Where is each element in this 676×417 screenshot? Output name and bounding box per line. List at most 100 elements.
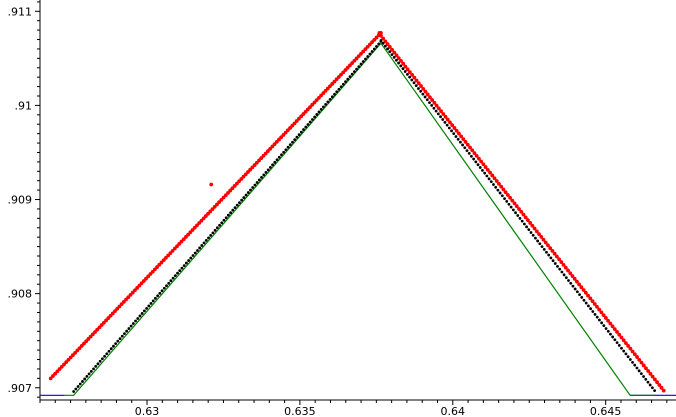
- black-data-point: [551, 259, 555, 263]
- black-data-point: [304, 125, 308, 129]
- red-data-point: [510, 198, 515, 203]
- red-data-point: [430, 98, 435, 102]
- black-data-point: [564, 276, 568, 280]
- black-data-point: [138, 314, 142, 318]
- red-data-point: [505, 193, 510, 197]
- black-data-point: [224, 216, 228, 220]
- red-data-point: [405, 67, 410, 72]
- black-data-point: [226, 213, 230, 217]
- red-data-point: [481, 162, 486, 167]
- tick-labels: 0.63 0.635 0.64 0.645 .907 .908 .909 .91 .911: [8, 5, 622, 417]
- black-data-point: [542, 248, 546, 251]
- black-data-point: [432, 106, 436, 110]
- black-data-point: [268, 165, 272, 169]
- black-data-point: [295, 135, 299, 139]
- red-data-point: [523, 215, 528, 220]
- red-data-point: [396, 56, 401, 61]
- black-data-point: [154, 296, 157, 300]
- red-data-point: [617, 332, 622, 337]
- black-data-point: [103, 354, 106, 358]
- black-data-point: [264, 170, 268, 174]
- red-data-point: [410, 72, 415, 77]
- black-data-point: [171, 276, 175, 280]
- black-data-point: [536, 239, 540, 243]
- red-data-point: [599, 310, 604, 315]
- black-data-point: [637, 369, 641, 373]
- black-data-point: [359, 62, 363, 66]
- black-data-point: [136, 317, 140, 320]
- black-data-point: [556, 264, 559, 268]
- black-data-point: [604, 327, 608, 330]
- black-data-point: [489, 180, 493, 184]
- black-data-point: [326, 100, 330, 104]
- red-data-point: [512, 201, 517, 206]
- black-data-point: [211, 231, 215, 235]
- red-data-point: [407, 70, 412, 74]
- black-data-point: [613, 338, 617, 342]
- black-data-point: [83, 377, 87, 381]
- black-data-point: [196, 249, 199, 252]
- black-data-point: [445, 123, 449, 127]
- black-data-point: [167, 281, 171, 285]
- black-data-point: [580, 296, 584, 299]
- black-data-point: [322, 105, 325, 109]
- black-data-point: [127, 327, 131, 330]
- black-data-point: [182, 264, 186, 267]
- red-data-point: [543, 240, 548, 245]
- black-data-point: [372, 47, 376, 51]
- black-data-point: [600, 321, 604, 325]
- black-data-point: [653, 389, 656, 392]
- black-data-point: [518, 216, 522, 220]
- black-data-point: [602, 324, 606, 328]
- red-data-point: [570, 274, 575, 278]
- red-data-point: [530, 223, 535, 228]
- black-data-point: [140, 312, 144, 315]
- black-data-point: [598, 318, 601, 322]
- red-data-point: [652, 377, 657, 382]
- red-data-point: [615, 330, 619, 334]
- black-data-point: [631, 360, 634, 364]
- red-data-point: [612, 327, 617, 332]
- black-data-point: [366, 55, 370, 58]
- black-data-point: [622, 349, 626, 353]
- black-data-point: [293, 138, 297, 142]
- red-data-point: [552, 251, 557, 256]
- black-data-point: [147, 304, 151, 308]
- black-data-point: [620, 346, 623, 350]
- red-data-point: [414, 78, 419, 83]
- black-data-point: [273, 160, 277, 164]
- black-data-point: [430, 104, 434, 107]
- black-data-point: [476, 163, 480, 167]
- black-data-point: [450, 129, 453, 133]
- red-data-point: [434, 103, 439, 108]
- red-data-point: [441, 112, 446, 116]
- black-data-point: [202, 241, 206, 245]
- red-data-point: [635, 355, 639, 359]
- black-data-point: [346, 77, 350, 81]
- red-data-point: [461, 137, 466, 142]
- black-data-point: [626, 355, 630, 359]
- black-data-point: [509, 205, 513, 209]
- black-data-point: [467, 152, 471, 155]
- black-data-point: [255, 181, 259, 184]
- black-data-point: [249, 188, 252, 192]
- red-data-point: [566, 268, 570, 273]
- black-data-point: [377, 42, 381, 46]
- y-tick-label: .91: [15, 99, 33, 112]
- black-data-point: [522, 222, 526, 226]
- black-data-point: [207, 236, 210, 240]
- black-data-point: [443, 120, 447, 124]
- black-data-point: [392, 56, 396, 59]
- black-data-point: [606, 329, 610, 333]
- red-data-point: [541, 237, 546, 242]
- black-data-point: [100, 357, 104, 361]
- black-data-point: [648, 383, 652, 387]
- red-data-point: [639, 360, 644, 365]
- black-data-point: [639, 372, 643, 376]
- black-data-point: [277, 155, 281, 159]
- red-data-point: [390, 47, 394, 52]
- red-data-point: [477, 156, 481, 161]
- black-data-point: [291, 140, 294, 144]
- black-data-point: [162, 286, 166, 290]
- black-data-point: [231, 208, 235, 212]
